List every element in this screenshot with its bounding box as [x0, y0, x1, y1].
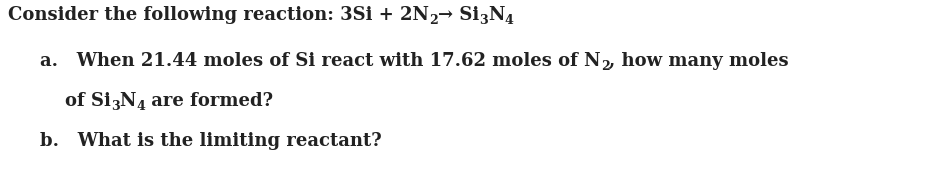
- Text: 2: 2: [429, 14, 438, 27]
- Text: 4: 4: [136, 99, 145, 112]
- Text: 2: 2: [600, 59, 610, 73]
- Text: a.   When 21.44 moles of Si react with 17.62 moles of N: a. When 21.44 moles of Si react with 17.…: [40, 52, 600, 70]
- Text: , how many moles: , how many moles: [610, 52, 789, 70]
- Text: of Si: of Si: [65, 92, 110, 110]
- Text: N: N: [488, 6, 504, 24]
- Text: 4: 4: [504, 14, 514, 27]
- Text: 3: 3: [479, 14, 488, 27]
- Text: Consider the following reaction: 3Si + 2N: Consider the following reaction: 3Si + 2…: [8, 6, 429, 24]
- Text: b.   What is the limiting reactant?: b. What is the limiting reactant?: [40, 132, 381, 150]
- Text: are formed?: are formed?: [145, 92, 273, 110]
- Text: 3: 3: [110, 99, 120, 112]
- Text: → Si: → Si: [438, 6, 479, 24]
- Text: N: N: [120, 92, 136, 110]
